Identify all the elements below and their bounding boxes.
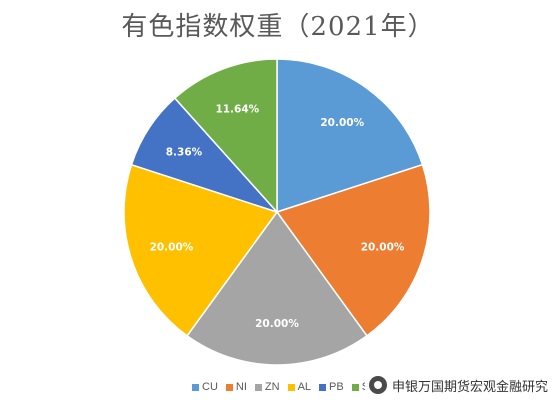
data-label-pb: 8.36% <box>166 146 203 158</box>
legend-label: NI <box>235 381 247 393</box>
legend-label: AL <box>297 381 312 393</box>
data-label-cu: 20.00% <box>320 117 364 129</box>
legend-label: PB <box>329 381 344 393</box>
legend-item-cu: CU <box>192 381 218 393</box>
data-label-ni: 20.00% <box>361 241 405 253</box>
chart-title: 有色指数权重（2021年） <box>121 12 435 42</box>
pie-slice-ni <box>275 163 431 337</box>
legend-swatch <box>254 383 262 391</box>
watermark-text: 申银万国期货宏观金融研究 <box>391 379 548 395</box>
data-label-sn: 11.64% <box>215 103 259 115</box>
legend-swatch <box>192 383 199 391</box>
legend-item-al: AL <box>287 381 312 393</box>
pie-slice-sn <box>173 58 278 214</box>
data-label-al: 20.00% <box>150 241 194 253</box>
pie-slice-al <box>123 163 279 337</box>
data-label-zn: 20.00% <box>255 318 299 330</box>
legend-label: CU <box>202 381 218 393</box>
legend-item-ni: NI <box>225 381 247 393</box>
legend-swatch <box>287 383 295 391</box>
pie-slice-zn <box>186 210 368 366</box>
wechat-icon <box>368 376 387 394</box>
legend-label: ZN <box>264 381 280 393</box>
legend-swatch <box>225 383 233 391</box>
chart-legend: CUNIZNALPBSN <box>192 378 377 396</box>
watermark: 申银万国期货宏观金融研究 <box>364 374 550 396</box>
pie-slice-cu <box>276 58 424 214</box>
legend-swatch <box>319 383 327 391</box>
legend-swatch <box>351 383 359 391</box>
legend-item-pb: PB <box>319 381 344 393</box>
legend-item-zn: ZN <box>254 381 280 393</box>
